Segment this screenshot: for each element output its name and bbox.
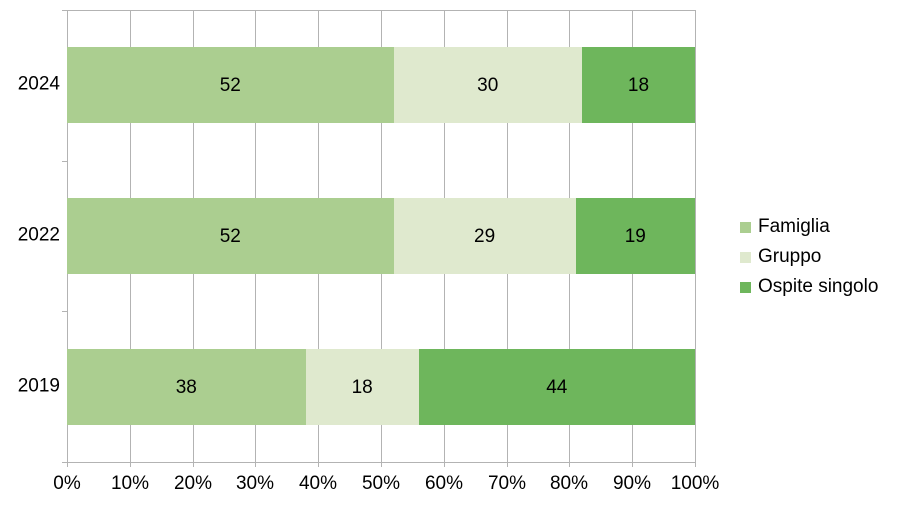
y-axis-tick (62, 161, 67, 162)
value-axis-label: 0% (53, 473, 81, 494)
legend-swatch-ospite-singolo (740, 281, 751, 293)
x-axis-tick (695, 462, 696, 467)
value-axis-label: 30% (235, 473, 275, 494)
x-axis-line (67, 462, 695, 463)
legend-label: Ospite singolo (758, 275, 879, 297)
legend-swatch-famiglia (740, 221, 751, 233)
value-axis-label: 60% (424, 473, 464, 494)
x-axis-tick (318, 462, 319, 467)
bar-segment: 52 (67, 47, 394, 123)
x-axis-tick (381, 462, 382, 467)
data-label: 52 (219, 225, 241, 247)
legend-label: Gruppo (758, 245, 822, 267)
data-label: 19 (624, 225, 646, 247)
x-axis-tick (507, 462, 508, 467)
legend-swatch-gruppo (740, 251, 751, 263)
bar-segment: 38 (67, 349, 306, 425)
category-label: 2024 (17, 73, 60, 95)
value-axis-label: 70% (487, 473, 527, 494)
bar-segment: 44 (418, 349, 695, 425)
data-label: 44 (546, 376, 568, 398)
value-axis-label: 90% (612, 473, 652, 494)
value-axis-label: 10% (110, 473, 150, 494)
legend-label: Famiglia (758, 215, 830, 237)
bar-segment: 18 (581, 47, 695, 123)
data-label: 38 (175, 376, 197, 398)
data-label: 30 (477, 74, 499, 96)
bar-row: 38 18 44 (67, 349, 695, 425)
value-axis-label: 100% (670, 473, 720, 494)
data-label: 52 (219, 74, 241, 96)
bar-segment: 19 (575, 198, 695, 274)
legend-item: Famiglia (740, 215, 878, 237)
legend-item: Ospite singolo (740, 275, 879, 297)
x-axis-tick (632, 462, 633, 467)
bar-segment: 52 (67, 198, 394, 274)
legend-item: Gruppo (740, 245, 878, 267)
y-axis-tick (62, 462, 67, 463)
bar-segment: 18 (305, 349, 419, 425)
data-label: 18 (351, 376, 373, 398)
x-axis-tick (193, 462, 194, 467)
bar-segment: 29 (393, 198, 576, 274)
x-axis-tick (67, 462, 68, 467)
x-axis-tick (569, 462, 570, 467)
y-axis-tick (62, 311, 67, 312)
x-axis-tick (255, 462, 256, 467)
value-axis-label: 20% (173, 473, 213, 494)
value-axis-label: 50% (361, 473, 401, 494)
category-label: 2019 (17, 375, 60, 397)
plot-area: 52 30 18 52 29 19 38 18 44 (62, 10, 696, 467)
plot-top-border (67, 10, 695, 11)
bar-row: 52 29 19 (67, 198, 695, 274)
value-axis-label: 80% (549, 473, 589, 494)
data-label: 18 (627, 74, 650, 96)
legend: Famiglia Gruppo Ospite singolo (740, 215, 879, 307)
x-axis-tick (130, 462, 131, 467)
gridline (695, 10, 696, 462)
data-label: 29 (474, 225, 496, 247)
y-axis-tick (62, 10, 67, 11)
category-label: 2022 (17, 224, 60, 246)
value-axis-label: 40% (298, 473, 338, 494)
bar-segment: 30 (393, 47, 582, 123)
bar-row: 52 30 18 (67, 47, 695, 123)
x-axis-tick (444, 462, 445, 467)
